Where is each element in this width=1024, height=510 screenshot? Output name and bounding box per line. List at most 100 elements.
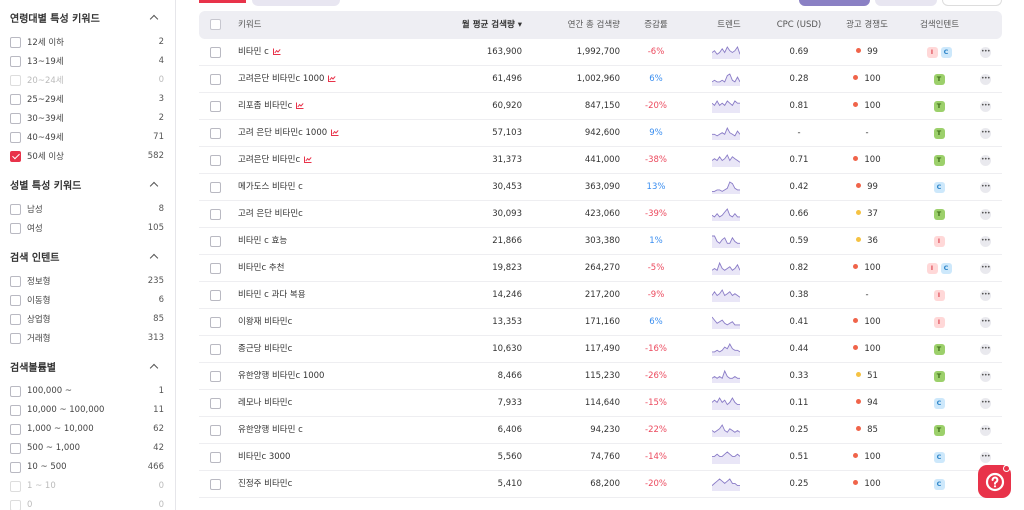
keyword-cell[interactable]: 비타민 c 효능	[238, 228, 287, 255]
keyword-text[interactable]: 종근당 비타민c	[238, 344, 293, 354]
more-options-icon[interactable]: •••	[980, 128, 991, 139]
row-checkbox[interactable]	[210, 263, 221, 274]
keyword-text[interactable]: 고려은단 비타민c 1000	[238, 74, 325, 84]
table-row[interactable]: 유한양행 비타민 c 6,406 94,230 -22% 0.25 85 T •••	[199, 417, 1002, 444]
filter-option[interactable]: 거래형 313	[10, 331, 164, 345]
row-checkbox[interactable]	[210, 128, 221, 139]
filter-checkbox[interactable]	[10, 294, 21, 306]
filter-checkbox[interactable]	[10, 404, 21, 416]
filter-option[interactable]: 25~29세 3	[10, 92, 164, 106]
more-options-icon[interactable]: •••	[980, 155, 991, 166]
filter-option[interactable]: 1,000 ~ 10,000 62	[10, 422, 164, 436]
row-checkbox[interactable]	[210, 371, 221, 382]
filter-checkbox[interactable]	[10, 313, 21, 325]
row-checkbox[interactable]	[210, 101, 221, 112]
filter-option[interactable]: 여성 105	[10, 221, 164, 235]
col-keyword[interactable]: 키워드	[238, 20, 262, 30]
keyword-text[interactable]: 유한양행 비타민 c	[238, 425, 303, 435]
row-checkbox[interactable]	[210, 182, 221, 193]
filter-section-title[interactable]: 성별 특성 키워드	[10, 181, 82, 192]
chevron-up-icon[interactable]	[149, 181, 159, 191]
col-intent[interactable]: 검색인텐트	[919, 20, 960, 30]
keyword-text[interactable]: 메가도스 비타민 c	[238, 182, 303, 192]
filter-option[interactable]: 이동형 6	[10, 293, 164, 307]
chevron-up-icon[interactable]	[149, 253, 159, 263]
table-row[interactable]: 비타민c 3000 5,560 74,760 -14% 0.51 100 C •••	[199, 444, 1002, 471]
table-row[interactable]: 고려 은단 비타민c 1000 57,103 942,600 9% - - T •••	[199, 120, 1002, 147]
filter-checkbox[interactable]	[10, 131, 21, 143]
keyword-text[interactable]: 비타민c 추천	[238, 263, 285, 273]
table-row[interactable]: 비타민c 추천 19,823 264,270 -5% 0.82 100 I C •••	[199, 255, 1002, 282]
filter-checkbox[interactable]	[10, 423, 21, 435]
row-checkbox[interactable]	[210, 290, 221, 301]
filter-checkbox[interactable]	[10, 112, 21, 124]
table-row[interactable]: 고려 은단 비타민c 30,093 423,060 -39% 0.66 37 T •••	[199, 201, 1002, 228]
filter-checkbox[interactable]	[10, 275, 21, 287]
top-button-4[interactable]	[942, 0, 1002, 6]
filter-section-title[interactable]: 검색 인텐트	[10, 253, 60, 264]
filter-option[interactable]: 10,000 ~ 100,000 11	[10, 403, 164, 417]
keyword-cell[interactable]: 고려은단 비타민c	[238, 147, 312, 174]
keyword-cell[interactable]: 고려은단 비타민c 1000	[238, 66, 337, 93]
row-checkbox[interactable]	[210, 155, 221, 166]
col-yearly-volume[interactable]: 연간 총 검색량	[567, 20, 620, 30]
keyword-text[interactable]: 유한양행 비타민c 1000	[238, 371, 325, 381]
table-row[interactable]: 비타민 c 163,900 1,992,700 -6% 0.69 99 I C •••	[199, 39, 1002, 66]
filter-checkbox[interactable]	[10, 203, 21, 215]
col-competition[interactable]: 광고 경쟁도	[846, 20, 888, 30]
table-row[interactable]: 비타민 c 효능 21,866 303,380 1% 0.59 36 I •••	[199, 228, 1002, 255]
more-options-icon[interactable]: •••	[980, 101, 991, 112]
row-checkbox[interactable]	[210, 452, 221, 463]
filter-checkbox[interactable]	[10, 93, 21, 105]
col-monthly-volume[interactable]: 월 평균 검색량 ▾	[461, 20, 522, 30]
more-options-icon[interactable]: •••	[980, 425, 991, 436]
keyword-text[interactable]: 비타민 c	[238, 47, 269, 57]
filter-checkbox[interactable]	[10, 55, 21, 67]
keyword-cell[interactable]: 종근당 비타민c	[238, 336, 292, 363]
filter-option[interactable]: 100,000 ~ 1	[10, 384, 164, 398]
filter-section-title[interactable]: 연령대별 특성 키워드	[10, 14, 100, 25]
more-options-icon[interactable]: •••	[980, 452, 991, 463]
keyword-cell[interactable]: 비타민c 3000	[238, 444, 290, 471]
row-checkbox[interactable]	[210, 398, 221, 409]
filter-option[interactable]: 정보형 235	[10, 274, 164, 288]
row-checkbox[interactable]	[210, 479, 221, 490]
keyword-cell[interactable]: 유한양행 비타민 c	[238, 417, 303, 444]
top-button-2[interactable]	[799, 0, 870, 6]
keyword-text[interactable]: 진정주 비타민c	[238, 479, 293, 489]
help-button[interactable]	[978, 465, 1011, 498]
filter-checkbox[interactable]	[10, 461, 21, 473]
top-button-1[interactable]	[252, 0, 340, 6]
row-checkbox[interactable]	[210, 47, 221, 58]
filter-option[interactable]: 12세 이하 2	[10, 35, 164, 49]
more-options-icon[interactable]: •••	[980, 344, 991, 355]
row-checkbox[interactable]	[210, 236, 221, 247]
keyword-text[interactable]: 비타민 c 효능	[238, 236, 288, 246]
table-row[interactable]: 비타민 c 과다 복용 14,246 217,200 -9% 0.38 - I •••	[199, 282, 1002, 309]
table-row[interactable]: 유한양행 비타민c 1000 8,466 115,230 -26% 0.33 51 T •••	[199, 363, 1002, 390]
table-row[interactable]: 이왕재 비타민c 13,353 171,160 6% 0.41 100 I •••	[199, 309, 1002, 336]
keyword-cell[interactable]: 비타민c 추천	[238, 255, 284, 282]
more-options-icon[interactable]: •••	[980, 47, 991, 58]
filter-checkbox-checked[interactable]	[10, 150, 21, 162]
table-row[interactable]: 고려은단 비타민c 1000 61,496 1,002,960 6% 0.28 100 T •…	[199, 66, 1002, 93]
filter-section-title[interactable]: 검색볼륨별	[10, 363, 56, 374]
keyword-cell[interactable]: 비타민 c	[238, 39, 281, 66]
filter-option[interactable]: 10 ~ 500 466	[10, 460, 164, 474]
filter-option[interactable]: 30~39세 2	[10, 111, 164, 125]
keyword-cell[interactable]: 이왕재 비타민c	[238, 309, 292, 336]
keyword-cell[interactable]: 리포좀 비타민c	[238, 93, 304, 120]
keyword-text[interactable]: 비타민 c 과다 복용	[238, 290, 306, 300]
keyword-text[interactable]: 고려 은단 비타민c	[238, 209, 303, 219]
chevron-up-icon[interactable]	[149, 363, 159, 373]
col-cpc[interactable]: CPC (USD)	[776, 20, 822, 30]
chevron-up-icon[interactable]	[149, 14, 159, 24]
keyword-cell[interactable]: 고려 은단 비타민c 1000	[238, 120, 339, 147]
keyword-cell[interactable]: 진정주 비타민c	[238, 471, 292, 498]
row-checkbox[interactable]	[210, 344, 221, 355]
table-row[interactable]: 종근당 비타민c 10,630 117,490 -16% 0.44 100 T •••	[199, 336, 1002, 363]
table-row[interactable]: 리포좀 비타민c 60,920 847,150 -20% 0.81 100 T •••	[199, 93, 1002, 120]
keyword-cell[interactable]: 비타민 c 과다 복용	[238, 282, 306, 309]
keyword-text[interactable]: 이왕재 비타민c	[238, 317, 293, 327]
